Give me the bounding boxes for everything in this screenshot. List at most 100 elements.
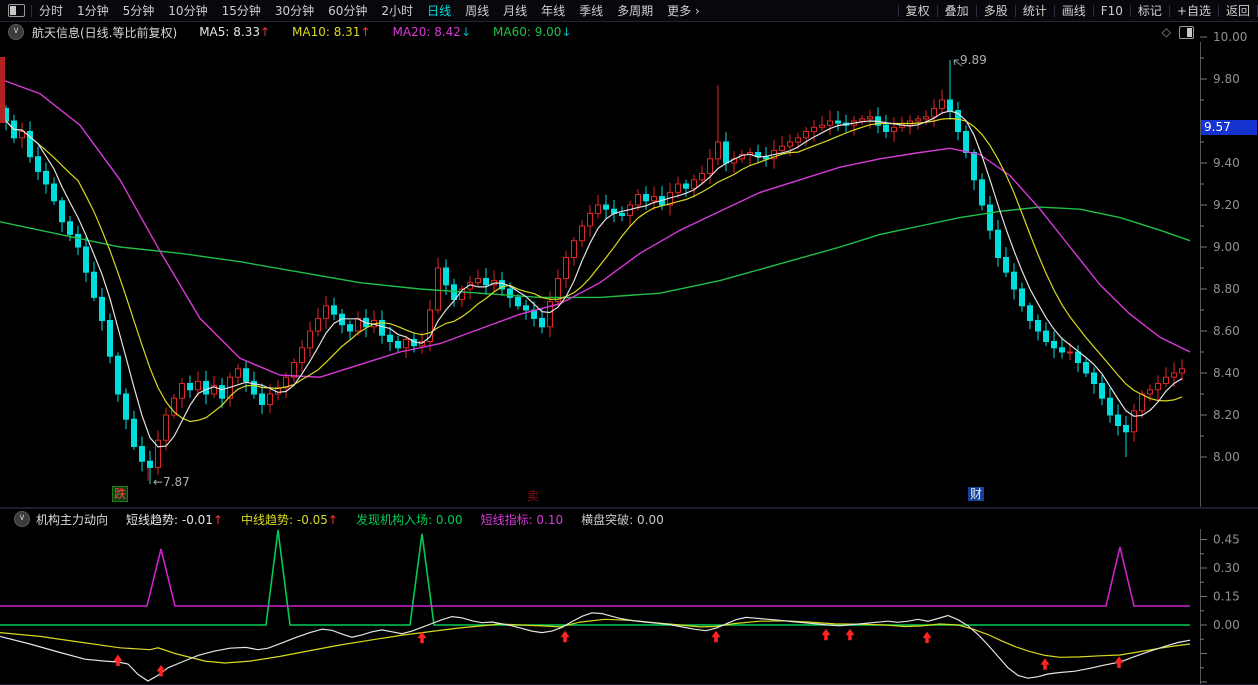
menu-item-多股[interactable]: 多股 [983,4,1008,18]
menu-separator [897,4,899,17]
layout-icon[interactable] [1179,25,1194,39]
menu-separator [31,4,32,17]
ma-lines [0,78,1191,448]
menu-item-60分钟[interactable]: 60分钟 [328,4,368,18]
period-menu: 分时 1分钟 5分钟 10分钟 15分钟 30分钟 60分钟 2小时 日线 周线 月线 年线 季线 多周期… [32,0,707,21]
menu-item-15分钟[interactable]: 15分钟 [221,4,261,18]
axis-label: 8.20 [1213,408,1240,422]
price-tag: 9.57 [1201,120,1257,135]
menu-item-日线[interactable]: 日线 [427,4,452,18]
axis-label: 9.20 [1213,198,1240,212]
menu-item-返回[interactable]: 返回 [1225,4,1250,18]
axis-label: 0.30 [1213,561,1240,575]
menu-separator [1217,4,1219,17]
buy-arrow-icon [113,654,123,666]
buy-arrow-icon [417,631,427,644]
axis-label: 8.60 [1213,324,1240,338]
menu-item-2小时[interactable]: 2小时 [381,4,414,18]
buy-arrow-icon [821,628,831,641]
menu-item-分时[interactable]: 分时 [39,4,64,18]
menu-item-画线[interactable]: 画线 [1061,4,1086,18]
indicator-title[interactable]: 机构主力动向 [36,512,109,527]
menu-separator [1168,4,1170,17]
up-arrow-icon: ↑ [360,25,371,39]
up-arrow-icon: ↑ [259,25,271,39]
menu-item-周线[interactable]: 周线 [465,4,490,18]
marker-cai: 财 [968,487,985,501]
axis-label: 9.40 [1213,156,1240,170]
window-icon[interactable] [8,4,25,17]
chart-annotations [147,59,963,481]
menu-separator [975,4,977,17]
menu-item-5分钟[interactable]: 5分钟 [122,4,155,18]
menu-item-复权[interactable]: 复权 [905,4,930,18]
indicator-readout-短线指标: 短线指标: 0.10 [480,512,564,527]
axis-label: 9.00 [1213,240,1240,254]
tools-menu: 复权 叠加 多股 统计 画线 F10 标记 +自选 返回 [897,0,1258,21]
menu-item-统计[interactable]: 统计 [1022,4,1047,18]
ma-readout-MA5: MA5: 8.33↑ [199,25,271,39]
buy-arrow-icon [1040,658,1050,670]
menu-item-多周期[interactable]: 多周期 [617,4,654,18]
diamond-icon[interactable]: ◇ [1161,25,1171,39]
period-menubar: 分时 1分钟 5分钟 10分钟 15分钟 30分钟 60分钟 2小时 日线 周线 月线 年线 季线 多周期… [0,0,1258,22]
down-arrow-icon: ↓ [460,25,471,39]
up-arrow-icon: ↑ [327,512,338,527]
menu-item-10分钟[interactable]: 10分钟 [168,4,208,18]
axis-label: 8.40 [1213,366,1240,380]
corner-icons: ◇ [1162,25,1194,39]
down-arrow-icon: ↓ [561,25,572,39]
buy-signal-arrows [113,628,1124,677]
ma-readout-MA10: MA10: 8.31↑ [292,25,371,39]
axis-label: 0.15 [1213,590,1240,604]
stock-title: 航天信息(日线.等比前复权) [32,25,178,40]
menu-separator [1129,4,1131,17]
buy-arrow-icon [845,628,855,641]
indicator-readout-短线趋势: 短线趋势: -0.01↑ [126,512,223,527]
buy-arrow-icon [711,630,721,643]
buy-arrow-icon [156,664,166,677]
axis-label: 0.00 [1213,618,1240,632]
menu-item-季线[interactable]: 季线 [579,4,604,18]
annotation-low: ←7.87 [153,475,190,489]
price-axis: 10.00 9.80 9.40 9.20 9.00 8.80 8.60 8.40 8.20 8.0… [1200,30,1247,684]
indicator-header: ∨ 机构主力动向 短线趋势: -0.01↑ 中线趋势: -0.05↑ 发现机构入场:… [0,508,1258,529]
annotation-high: 9.89 [960,53,987,67]
menu-item-+自选[interactable]: +自选 [1176,4,1211,18]
up-arrow-icon: ↑ [212,512,223,527]
indicator-readout-横盘突破: 横盘突破: 0.00 [581,512,664,527]
collapse-chevron-icon[interactable]: ∨ [8,24,24,40]
menu-separator [1092,4,1094,17]
indicator-readouts: 短线趋势: -0.01↑ 中线趋势: -0.05↑ 发现机构入场: 0.00 短线指标… [108,511,664,528]
marker-sell: 卖 [527,489,540,503]
axis-label: 0.45 [1213,533,1240,547]
buy-arrow-icon [1114,656,1124,668]
buy-arrow-icon [560,630,570,643]
menu-item-F10[interactable]: F10 [1100,3,1123,18]
menu-item-叠加[interactable]: 叠加 [944,4,969,18]
ma-readout-MA60: MA60: 9.00↓ [493,25,572,39]
chart-titlebar: ∨ 航天信息(日线.等比前复权) MA5: 8.33↑ MA10: 8.31↑ MA… [0,22,1258,42]
menu-item-年线[interactable]: 年线 [541,4,566,18]
menu-separator [936,4,938,17]
menu-item-月线[interactable]: 月线 [503,4,528,18]
indicator-readout-中线趋势: 中线趋势: -0.05↑ [241,512,338,527]
axis-label: 8.80 [1213,282,1240,296]
indicator-series[interactable] [0,529,1191,682]
menu-item-30分钟[interactable]: 30分钟 [274,4,315,18]
axis-label: 10.00 [1213,30,1247,44]
menu-item-标记[interactable]: 标记 [1137,4,1162,18]
indicator-readout-发现机构入场: 发现机构入场: 0.00 [355,512,463,527]
menu-separator [1014,4,1016,17]
menu-item-更多 ›[interactable]: 更多 › [667,4,700,18]
marker-fall: 跌 [112,486,129,502]
left-edge-tag [0,57,5,123]
menu-item-1分钟[interactable]: 1分钟 [77,4,109,18]
axis-label: 8.00 [1213,450,1240,464]
collapse-chevron-icon[interactable]: ∨ [14,511,30,527]
axis-label: 9.80 [1213,72,1240,86]
menu-separator [1053,4,1055,17]
buy-arrow-icon [922,631,932,644]
